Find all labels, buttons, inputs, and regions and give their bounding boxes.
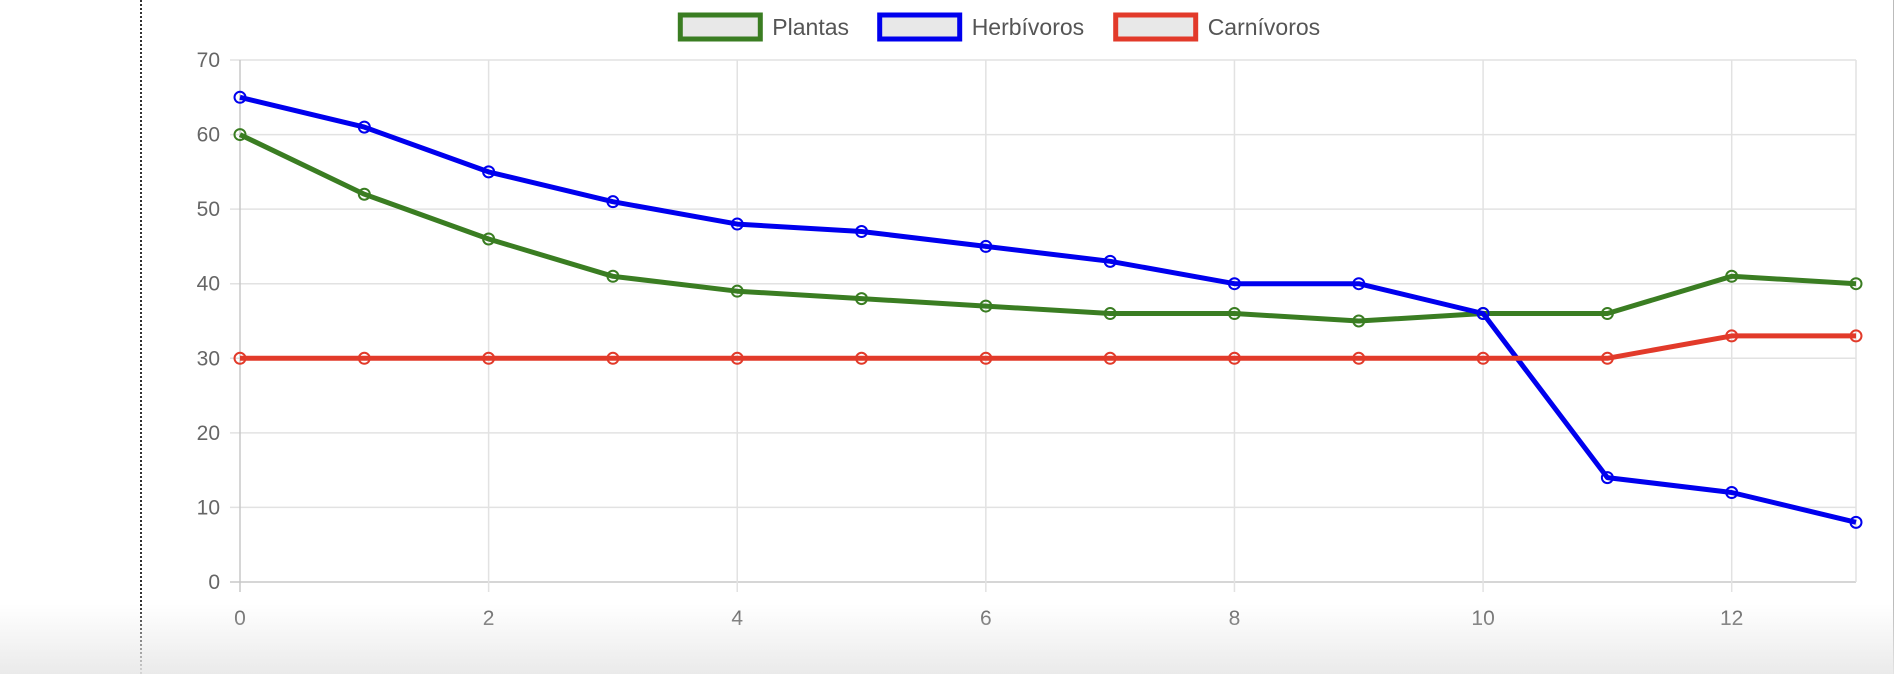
data-point (1600, 471, 1614, 485)
data-point (1725, 269, 1739, 283)
data-point (606, 269, 620, 283)
data-point (1849, 277, 1863, 291)
data-point (979, 299, 993, 313)
data-point (1849, 515, 1863, 529)
series-lines (238, 94, 1857, 525)
data-point (1849, 329, 1863, 343)
y-axis-ticks: 0 10 20 30 40 50 60 70 (197, 49, 220, 594)
y-tick-label: 50 (197, 198, 220, 221)
chart-legend: Plantas Herbívoros Carnívoros (677, 12, 1320, 42)
y-tick-label: 10 (197, 496, 220, 519)
data-point (1476, 307, 1490, 321)
x-tick-label: 8 (1229, 607, 1241, 630)
data-point (482, 165, 496, 179)
legend-swatch-2 (1113, 12, 1199, 42)
x-tick-label: 4 (731, 607, 743, 630)
data-point (1103, 307, 1117, 321)
data-point (1352, 351, 1366, 365)
x-tick-label: 10 (1471, 607, 1494, 630)
x-axis-ticks: 0 2 4 6 8 10 12 (234, 607, 1743, 630)
frame-left-border (140, 0, 142, 674)
data-point (482, 351, 496, 365)
data-point (233, 128, 247, 142)
series-line-1 (239, 94, 1857, 525)
y-tick-label: 0 (208, 571, 220, 594)
series-line-2 (240, 333, 1856, 361)
series-line-0 (238, 132, 1857, 324)
data-point (730, 284, 744, 298)
x-tick-label: 2 (483, 607, 495, 630)
data-point (233, 351, 247, 365)
x-tick-label: 0 (234, 607, 246, 630)
data-point (979, 351, 993, 365)
data-point (1600, 307, 1614, 321)
data-point (730, 351, 744, 365)
legend-swatch-0 (677, 12, 763, 42)
data-point (1725, 486, 1739, 500)
data-point (1352, 277, 1366, 291)
y-tick-label: 30 (197, 347, 220, 370)
legend-swatch-1 (877, 12, 963, 42)
legend-label-0: Plantas (772, 14, 849, 40)
data-point (1352, 314, 1366, 328)
data-point (730, 217, 744, 231)
series-points (233, 90, 1863, 529)
data-point (482, 232, 496, 246)
data-point (855, 292, 869, 306)
data-point (1227, 307, 1241, 321)
y-tick-label: 60 (197, 124, 220, 147)
y-tick-label: 70 (197, 49, 220, 72)
legend-label-2: Carnívoros (1208, 14, 1320, 40)
y-tick-label: 40 (197, 273, 220, 296)
data-point (357, 351, 371, 365)
data-point (1103, 254, 1117, 268)
x-tick-label: 12 (1720, 607, 1743, 630)
data-point (1103, 351, 1117, 365)
data-point (233, 90, 247, 104)
data-point (606, 195, 620, 209)
data-point (1476, 351, 1490, 365)
data-point (1227, 351, 1241, 365)
data-point (1600, 351, 1614, 365)
data-point (606, 351, 620, 365)
legend-label-1: Herbívoros (972, 14, 1084, 40)
x-tick-label: 6 (980, 607, 992, 630)
data-point (855, 351, 869, 365)
data-point (357, 120, 371, 134)
data-point (1227, 277, 1241, 291)
data-point (1725, 329, 1739, 343)
chart-grid (230, 59, 1857, 592)
data-point (855, 225, 869, 239)
data-point (357, 187, 371, 201)
y-tick-label: 20 (197, 422, 220, 445)
data-point (979, 239, 993, 253)
